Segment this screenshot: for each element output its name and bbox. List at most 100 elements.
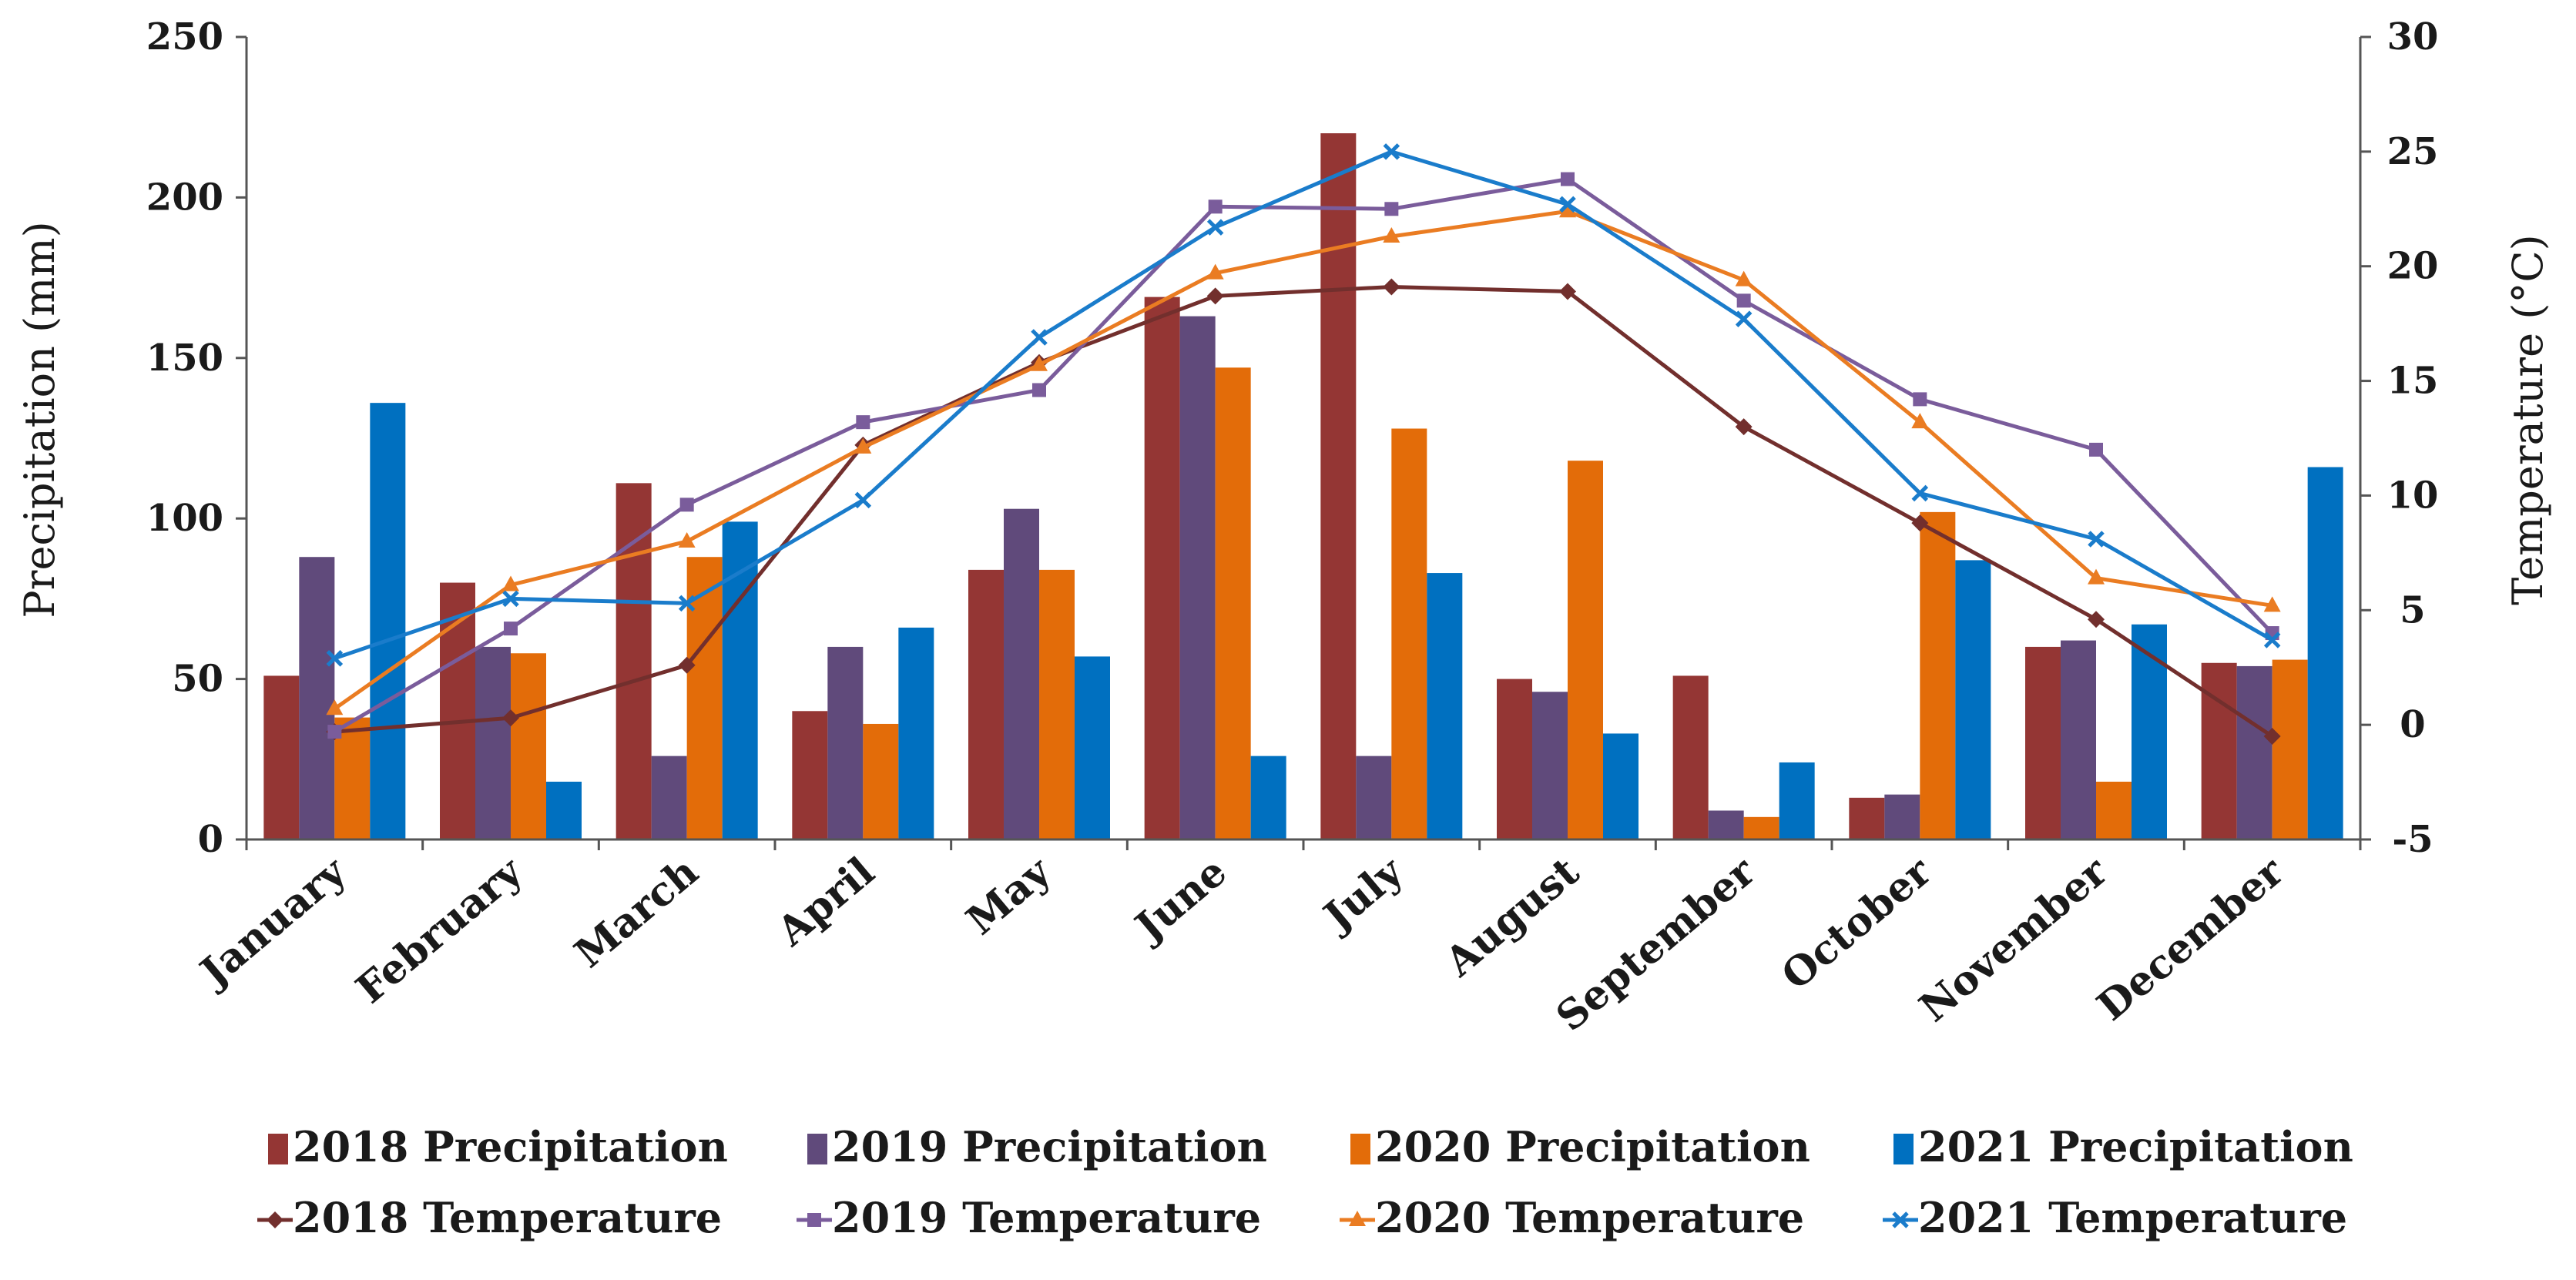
bar-2018-precipitation [1320, 133, 1357, 840]
category-label: March [566, 848, 707, 977]
point-2018-temperature [502, 709, 519, 727]
legend-label-2018-temperature: 2018 Temperature [293, 1193, 722, 1242]
category-label: February [347, 847, 532, 1013]
point-2018-temperature [1206, 287, 1224, 305]
category-label: August [1436, 848, 1588, 987]
line-2021-temperature [334, 149, 2273, 661]
point-2020-temperature [1206, 263, 1224, 280]
point-2021-temperature [1031, 329, 1048, 346]
category-label: December [2088, 848, 2293, 1030]
legend-label-2018-precipitation: 2018 Precipitation [293, 1122, 728, 1171]
point-2018-temperature [678, 656, 696, 674]
point-2019-temperature [1561, 172, 1575, 186]
bar-2018-precipitation [1144, 297, 1180, 839]
legend-marker-2019-temperature [807, 1213, 821, 1227]
category-label: July [1313, 847, 1413, 942]
bar-2019-precipitation [2061, 640, 2096, 839]
bar-2020-precipitation [2272, 659, 2308, 839]
bar-2019-precipitation [1884, 794, 1920, 839]
bar-2020-precipitation [1568, 461, 1603, 839]
point-2021-temperature [1911, 484, 1929, 502]
bar-2019-precipitation [1004, 508, 1039, 839]
bar-2019-precipitation [1708, 810, 1744, 839]
bar-2020-precipitation [863, 723, 899, 839]
legend-swatch-2019-precipitation [807, 1134, 827, 1164]
bar-2019-precipitation [1179, 316, 1216, 840]
category-label: May [958, 847, 1061, 944]
point-2020-temperature [1735, 270, 1753, 286]
point-2021-temperature [1383, 143, 1400, 160]
line-2018-temperature [334, 285, 2274, 739]
bar-2021-precipitation [1250, 756, 1286, 839]
bar-2018-precipitation [440, 582, 475, 839]
y-tick-label-right: 25 [2387, 130, 2439, 173]
legend-label-2019-temperature: 2019 Temperature [832, 1193, 1261, 1242]
bar-2020-precipitation [1391, 428, 1427, 839]
point-2021-temperature [2263, 632, 2281, 648]
point-2020-temperature [2088, 568, 2105, 585]
bar-2019-precipitation [651, 756, 687, 839]
point-2019-temperature [327, 725, 342, 739]
point-2020-temperature [502, 575, 519, 591]
y-tick-label-right: 0 [2400, 703, 2425, 746]
bar-2020-precipitation [1215, 367, 1251, 840]
bar-2020-precipitation [511, 653, 546, 839]
point-2021-temperature [678, 595, 696, 612]
category-label: October [1773, 848, 1940, 1000]
bar-2021-precipitation [1427, 573, 1463, 839]
bar-2021-precipitation [898, 627, 934, 839]
bar-2020-precipitation [1920, 511, 1956, 839]
bar-2021-precipitation [1955, 560, 1991, 839]
point-2018-temperature [2088, 611, 2105, 628]
lines-layer [326, 143, 2281, 746]
point-2020-temperature [1031, 355, 1048, 371]
bar-2019-precipitation [2236, 665, 2272, 839]
bar-2018-precipitation [615, 483, 652, 839]
y-tick-label-left: 0 [198, 818, 223, 861]
point-2020-temperature [678, 531, 696, 548]
bar-2021-precipitation [2307, 467, 2343, 839]
point-2018-temperature [2263, 728, 2281, 746]
bar-2019-precipitation [1532, 692, 1568, 839]
point-2019-temperature [679, 498, 694, 512]
point-2019-temperature [2089, 442, 2103, 457]
bar-2021-precipitation [1779, 762, 1815, 839]
bar-2018-precipitation [968, 569, 1004, 839]
bar-2021-precipitation [1075, 656, 1110, 839]
legend-label-2021-temperature: 2021 Temperature [1918, 1193, 2347, 1242]
point-2021-temperature [1735, 310, 1753, 327]
bar-2021-precipitation [370, 403, 406, 839]
bar-2018-precipitation [2201, 662, 2237, 839]
bars-layer [263, 133, 2343, 840]
y-tick-label-left: 50 [172, 658, 223, 701]
bar-2021-precipitation [1603, 733, 1639, 839]
y-tick-label-left: 250 [146, 15, 223, 59]
point-2020-temperature [326, 699, 344, 715]
point-2018-temperature [1735, 418, 1753, 436]
y-axis-title-left: Precipitation (mm) [15, 221, 64, 618]
y-tick-label-right: 5 [2400, 588, 2425, 632]
y-tick-label-right: 10 [2387, 474, 2439, 517]
bar-2018-precipitation [1497, 679, 1532, 839]
point-2019-temperature [1384, 202, 1399, 216]
bar-2018-precipitation [263, 675, 300, 839]
point-2019-temperature [856, 415, 870, 430]
bar-2019-precipitation [827, 646, 864, 839]
category-label: June [1125, 848, 1236, 952]
line-2019-temperature [334, 176, 2274, 734]
bar-2021-precipitation [722, 521, 758, 839]
point-2020-temperature [1383, 227, 1400, 243]
point-2018-temperature [1911, 514, 1929, 532]
legend-marker-2020-temperature [1349, 1211, 1366, 1226]
point-2020-temperature [1559, 202, 1576, 218]
bar-2020-precipitation [1039, 569, 1075, 839]
point-2020-temperature [1911, 413, 1929, 429]
bar-2020-precipitation [686, 557, 723, 839]
y-tick-label-right: -5 [2392, 818, 2433, 861]
bar-2019-precipitation [299, 557, 335, 839]
point-2020-temperature [854, 437, 872, 454]
point-2021-temperature [854, 491, 872, 509]
ticks-layer: 0 50 100 150 200 250 -5 0 5 10 15 20 25 30 [146, 15, 2439, 861]
